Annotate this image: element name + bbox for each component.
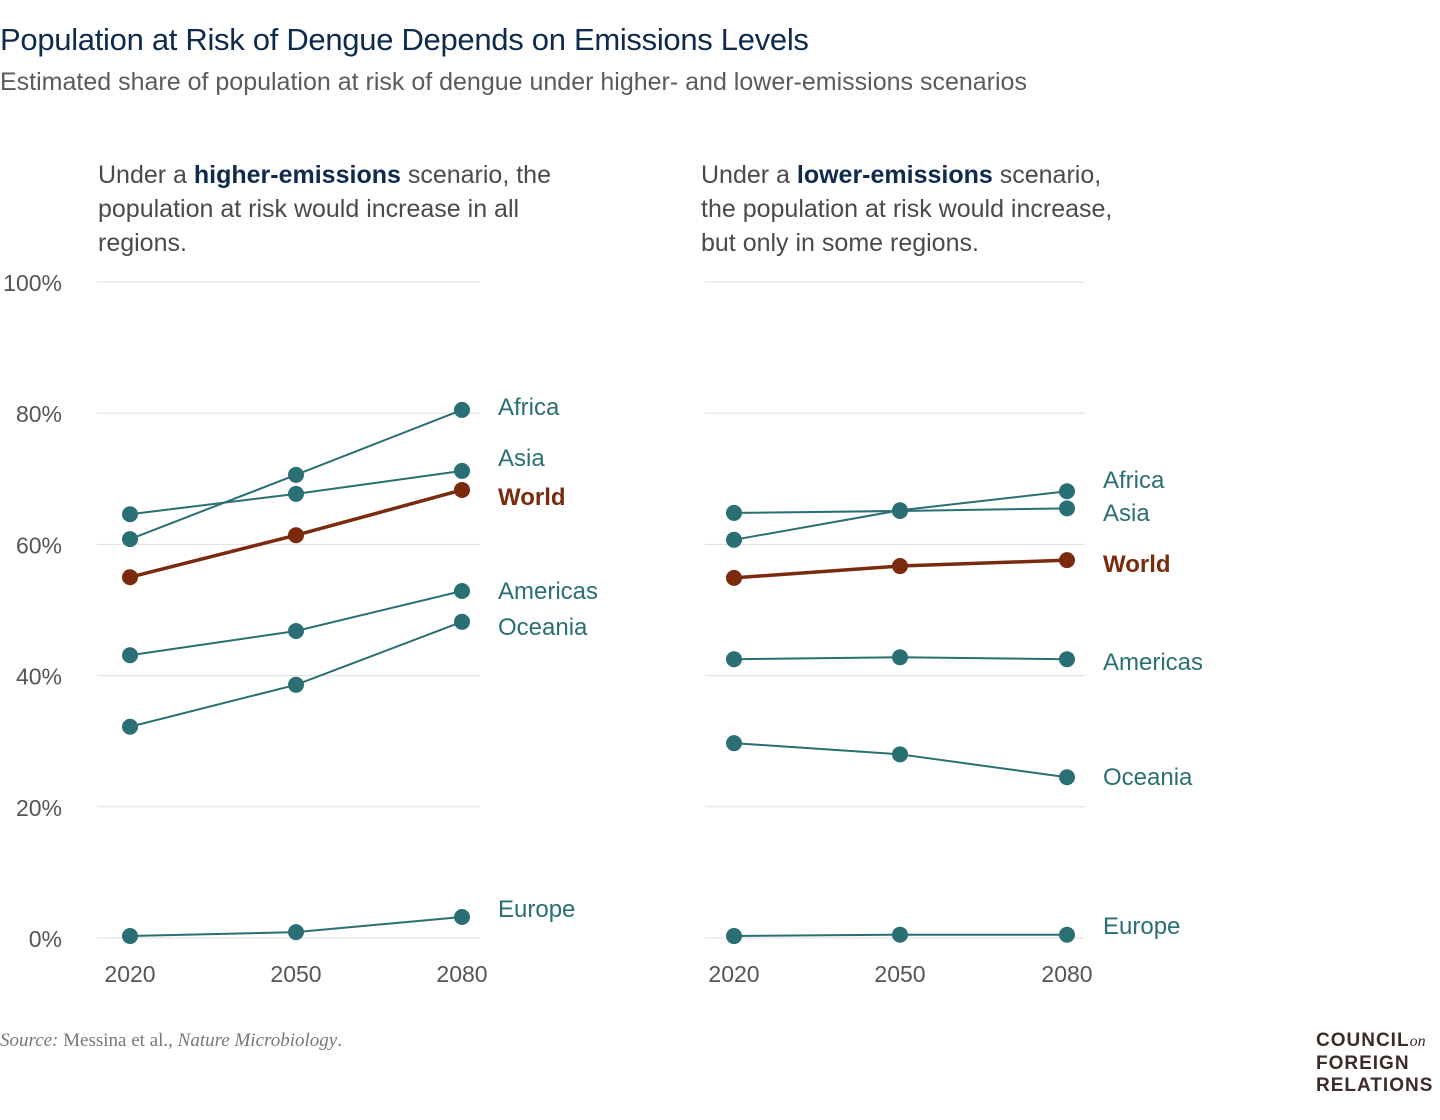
data-point-world bbox=[726, 569, 742, 586]
data-point-world bbox=[892, 558, 908, 575]
series-label-americas: Americas bbox=[498, 578, 598, 605]
data-point-oceania bbox=[1059, 769, 1075, 786]
data-point-asia bbox=[288, 485, 304, 502]
chart-title: Population at Risk of Dengue Depends on … bbox=[0, 22, 809, 57]
chart-subtitle: Estimated share of population at risk of… bbox=[0, 68, 1027, 96]
x-tick-label: 2050 bbox=[874, 961, 925, 987]
data-point-africa bbox=[454, 401, 470, 418]
logo-line: RELATIONS bbox=[1316, 1075, 1434, 1096]
series-label-world: World bbox=[498, 484, 566, 511]
source-note: Source: Messina et al., Nature Microbiol… bbox=[0, 1030, 342, 1052]
data-point-oceania bbox=[454, 613, 470, 630]
data-point-asia bbox=[454, 462, 470, 479]
logo-line: COUNCIL bbox=[1316, 1030, 1410, 1051]
series-label-oceania: Oceania bbox=[1103, 764, 1193, 791]
panel-header-higher: Under a higher-emissions scenario, the p… bbox=[98, 158, 558, 260]
y-tick-label: 100% bbox=[3, 270, 62, 296]
series-label-europe: Europe bbox=[1103, 913, 1180, 940]
data-point-africa bbox=[1059, 483, 1075, 500]
data-point-asia bbox=[892, 502, 908, 519]
x-tick-label: 2080 bbox=[436, 961, 487, 987]
data-point-americas bbox=[122, 647, 138, 664]
y-tick-label: 0% bbox=[29, 926, 62, 952]
data-point-europe bbox=[1059, 926, 1075, 943]
data-point-americas bbox=[892, 649, 908, 666]
data-point-europe bbox=[122, 928, 138, 945]
data-point-europe bbox=[288, 924, 304, 941]
series-label-africa: Africa bbox=[1103, 467, 1165, 494]
data-point-africa bbox=[288, 466, 304, 483]
y-tick-label: 80% bbox=[16, 401, 62, 427]
source-end: . bbox=[337, 1030, 342, 1051]
data-point-world bbox=[1059, 552, 1075, 569]
cfr-logo: COUNCILon FOREIGN RELATIONS bbox=[1316, 1030, 1433, 1097]
data-point-oceania bbox=[892, 746, 908, 763]
data-point-oceania bbox=[122, 718, 138, 735]
data-point-americas bbox=[726, 651, 742, 668]
data-point-oceania bbox=[288, 676, 304, 693]
data-point-world bbox=[454, 481, 470, 498]
data-point-americas bbox=[288, 622, 304, 639]
y-tick-label: 20% bbox=[16, 795, 62, 821]
data-point-world bbox=[122, 569, 138, 586]
logo-on: on bbox=[1409, 1033, 1426, 1050]
header-text: Under a bbox=[98, 161, 194, 189]
data-point-americas bbox=[454, 582, 470, 599]
series-label-asia: Asia bbox=[1103, 500, 1150, 527]
source-text: Messina et al., bbox=[58, 1030, 178, 1051]
y-tick-label: 40% bbox=[16, 664, 62, 690]
x-tick-label: 2020 bbox=[104, 961, 155, 987]
source-journal: Nature Microbiology bbox=[177, 1030, 338, 1051]
panel-header-lower: Under a lower-emissions scenario, the po… bbox=[701, 158, 1141, 260]
data-point-oceania bbox=[726, 735, 742, 752]
series-label-americas: Americas bbox=[1103, 649, 1203, 676]
data-point-asia bbox=[1059, 500, 1075, 517]
data-point-europe bbox=[892, 926, 908, 943]
data-point-asia bbox=[122, 506, 138, 523]
x-tick-label: 2050 bbox=[270, 961, 321, 987]
series-label-world: World bbox=[1103, 551, 1171, 578]
data-point-europe bbox=[454, 909, 470, 926]
header-text: Under a bbox=[701, 161, 797, 189]
x-tick-label: 2080 bbox=[1041, 961, 1092, 987]
data-point-americas bbox=[1059, 651, 1075, 668]
x-tick-label: 2020 bbox=[708, 961, 759, 987]
header-text: scenario, the population at risk would i… bbox=[701, 161, 1113, 257]
y-tick-label: 60% bbox=[16, 532, 62, 558]
data-point-asia bbox=[726, 504, 742, 521]
source-label: Source: bbox=[0, 1030, 59, 1051]
series-label-europe: Europe bbox=[498, 896, 575, 923]
series-label-asia: Asia bbox=[498, 445, 545, 472]
data-point-europe bbox=[726, 928, 742, 945]
header-text: scenario, the population at risk would i… bbox=[98, 161, 551, 257]
data-point-africa bbox=[726, 531, 742, 548]
data-point-africa bbox=[122, 531, 138, 548]
data-point-world bbox=[288, 527, 304, 544]
series-label-africa: Africa bbox=[498, 394, 560, 421]
header-bold: lower-emissions bbox=[796, 161, 993, 189]
series-label-oceania: Oceania bbox=[498, 614, 588, 641]
logo-line: FOREIGN bbox=[1316, 1053, 1410, 1074]
header-bold: higher-emissions bbox=[193, 161, 401, 189]
